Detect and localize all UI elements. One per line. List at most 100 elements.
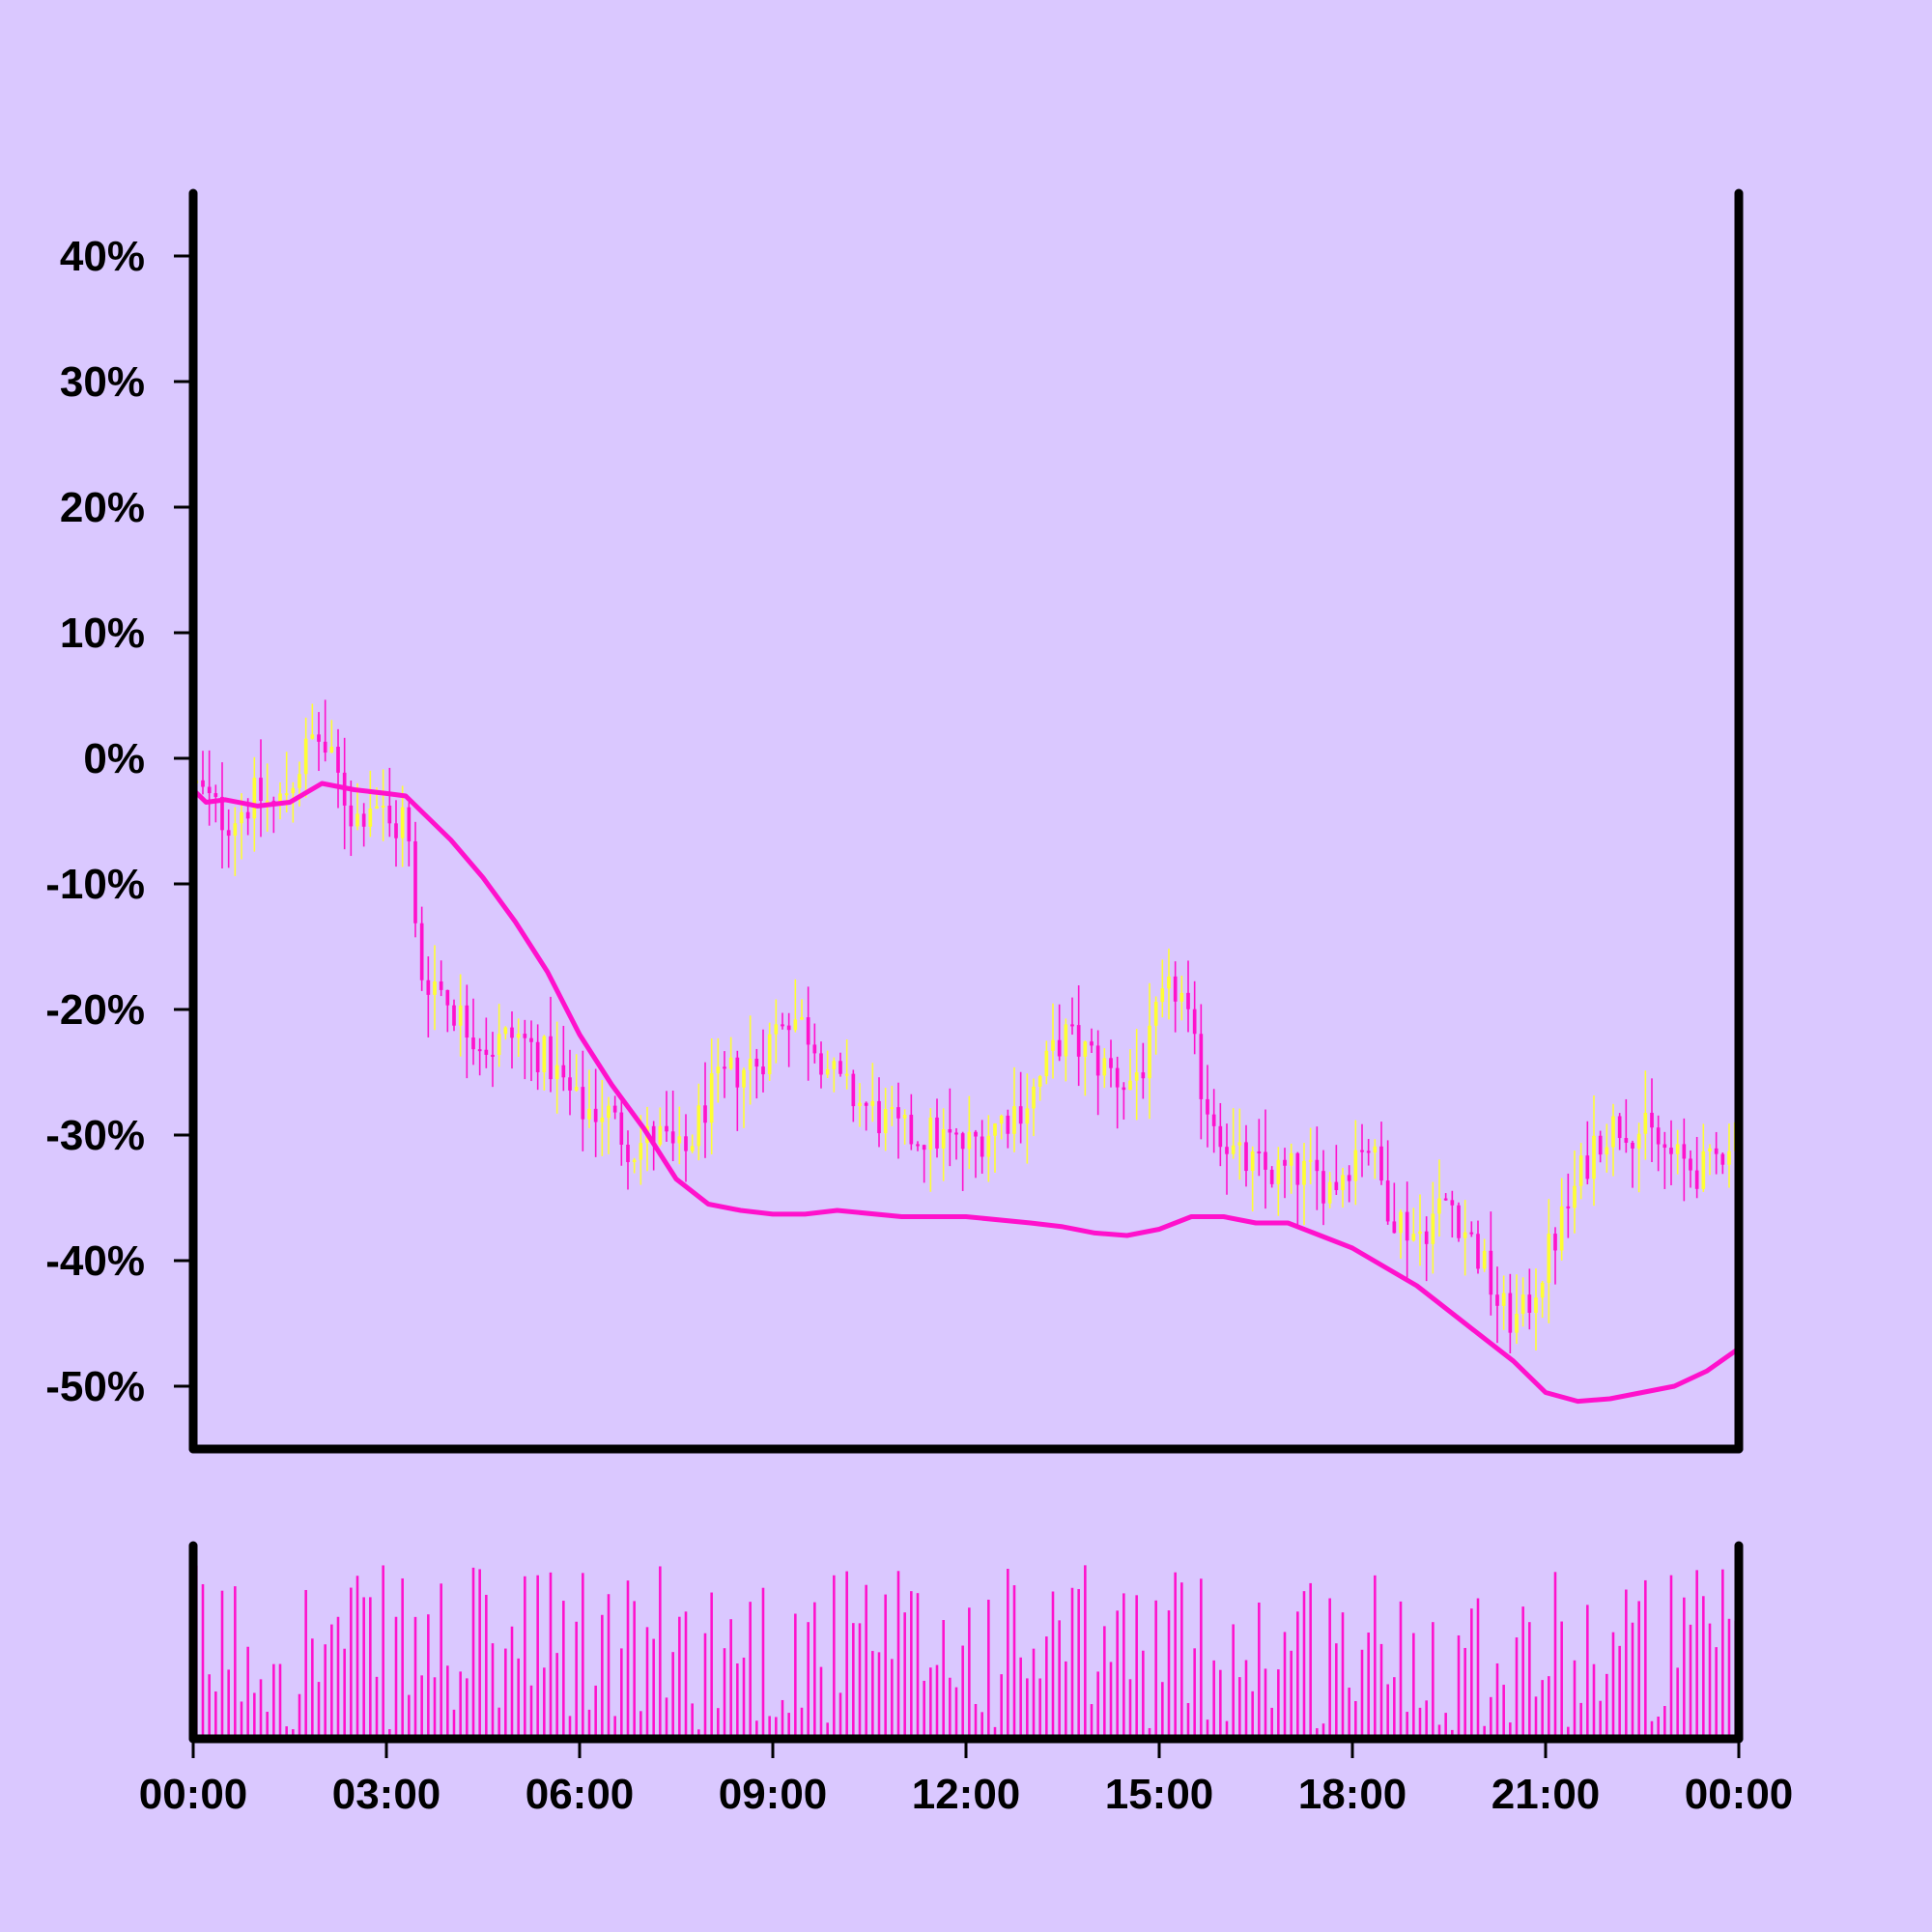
volume-bar xyxy=(388,1729,391,1739)
volume-bar xyxy=(781,1699,784,1739)
candle-up xyxy=(1547,1234,1551,1283)
candle-down xyxy=(1315,1159,1320,1172)
volume-bar xyxy=(298,1693,301,1739)
volume-bar xyxy=(871,1651,874,1739)
candle-down xyxy=(1199,1034,1204,1099)
volume-bar xyxy=(826,1722,829,1739)
volume-bar xyxy=(214,1691,217,1739)
volume-bar xyxy=(1296,1611,1299,1739)
volume-bar xyxy=(240,1701,243,1739)
volume-bar xyxy=(729,1619,732,1739)
candle-down xyxy=(1720,1153,1725,1165)
volume-bar xyxy=(768,1716,771,1739)
volume-bar xyxy=(1573,1660,1577,1739)
candle-down xyxy=(612,1105,617,1113)
volume-bar xyxy=(665,1697,668,1739)
candle-up xyxy=(1250,1151,1255,1172)
candle-down xyxy=(201,780,205,787)
candle-up xyxy=(709,1073,714,1123)
volume-bar xyxy=(1142,1650,1145,1739)
volume-bar xyxy=(749,1602,752,1739)
candle-up xyxy=(1534,1297,1538,1313)
candle-up xyxy=(1463,1232,1467,1238)
volume-bar xyxy=(433,1677,437,1739)
candle-down xyxy=(974,1131,978,1137)
candle-down xyxy=(407,807,412,841)
volume-bar xyxy=(916,1593,920,1739)
candle-up xyxy=(800,1017,804,1020)
candle-up xyxy=(696,1105,701,1147)
volume-bar xyxy=(285,1726,288,1739)
candle-down xyxy=(1090,1041,1094,1046)
candle-up xyxy=(1418,1231,1422,1235)
volume-bar xyxy=(1669,1575,1673,1739)
candle-down xyxy=(1115,1067,1120,1088)
candle-up xyxy=(986,1135,991,1157)
candle-down xyxy=(812,1044,817,1054)
volume-bar xyxy=(1335,1643,1338,1739)
x-tick-label: 21:00 xyxy=(1492,1771,1601,1818)
volume-bar xyxy=(1644,1579,1647,1739)
candle-down xyxy=(1424,1231,1429,1244)
volume-bar xyxy=(1341,1612,1345,1739)
volume-bar xyxy=(1212,1660,1215,1739)
volume-bar xyxy=(775,1717,778,1739)
y-axis: 40% 30% 20% 10% 0% -10% -20% -30% -40% -50% xyxy=(45,233,193,1410)
volume-bar xyxy=(723,1648,726,1739)
candle-down xyxy=(529,1037,533,1042)
volume-bar xyxy=(343,1648,346,1739)
volume-bar xyxy=(1437,1724,1441,1739)
volume-bar xyxy=(703,1633,707,1739)
candle-up xyxy=(774,1024,779,1035)
volume-bar xyxy=(1495,1662,1499,1739)
candle-up xyxy=(1134,1072,1139,1081)
candle-down xyxy=(1385,1180,1390,1222)
volume-bar xyxy=(1379,1643,1383,1739)
volume-bar xyxy=(253,1692,256,1739)
volume-bar xyxy=(1412,1633,1415,1739)
volume-bar xyxy=(1135,1595,1138,1739)
candle-down xyxy=(394,823,398,838)
volume-bar xyxy=(1264,1668,1267,1739)
candle-down xyxy=(960,1133,965,1150)
candle-down xyxy=(523,1034,527,1038)
candle-up xyxy=(1231,1145,1236,1154)
volume-bar xyxy=(1425,1700,1428,1739)
volume-bar xyxy=(408,1694,411,1739)
candle-down xyxy=(387,806,392,824)
candle-up xyxy=(1353,1150,1358,1181)
volume-bar xyxy=(1277,1669,1280,1739)
volume-bar xyxy=(884,1594,887,1739)
volume-bar xyxy=(865,1584,867,1739)
volume-bar xyxy=(833,1575,836,1739)
candle-up xyxy=(1064,1024,1068,1057)
volume-bar xyxy=(645,1627,649,1739)
volume-bar xyxy=(1244,1660,1248,1739)
candle-up xyxy=(767,1034,772,1075)
candle-down xyxy=(477,1049,482,1052)
candle-down xyxy=(1211,1114,1216,1126)
candle-down xyxy=(1631,1142,1634,1149)
y-tick-label: -40% xyxy=(45,1237,145,1285)
volume-bar xyxy=(1000,1674,1003,1739)
volume-bar xyxy=(1290,1650,1293,1739)
candle-down xyxy=(703,1105,707,1123)
x-axis: 00:00 03:00 06:00 09:00 12:00 15:00 18:00 21:00… xyxy=(139,1739,1793,1818)
candle-up xyxy=(355,813,359,827)
volume-bar xyxy=(923,1680,925,1739)
volume-bar xyxy=(910,1591,913,1739)
candle-up xyxy=(1051,1039,1055,1051)
candle-up xyxy=(587,1108,591,1120)
candle-down xyxy=(670,1131,675,1144)
volume-bar xyxy=(1238,1677,1241,1739)
candle-up xyxy=(1012,1106,1016,1134)
volume-bar xyxy=(800,1707,804,1739)
candle-down xyxy=(1076,1025,1081,1057)
candle-up xyxy=(310,734,315,739)
volume-bar xyxy=(929,1667,932,1739)
volume-bar xyxy=(1019,1657,1022,1739)
volume-bar xyxy=(471,1567,475,1739)
volume-bar xyxy=(949,1677,952,1739)
volume-bar xyxy=(1360,1649,1364,1739)
